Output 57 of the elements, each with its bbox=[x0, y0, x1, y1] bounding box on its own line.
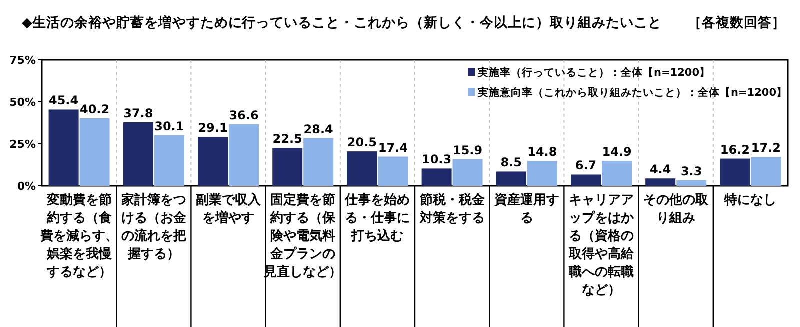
data-label: 40.2 bbox=[80, 102, 110, 116]
y-tick-label: 75% bbox=[10, 54, 36, 67]
bar bbox=[527, 161, 558, 186]
bar bbox=[751, 157, 782, 186]
bar bbox=[347, 152, 378, 186]
data-label: 28.4 bbox=[304, 122, 334, 136]
bar bbox=[422, 168, 452, 186]
data-label: 29.1 bbox=[198, 121, 228, 136]
data-label: 37.8 bbox=[124, 106, 154, 120]
bar bbox=[452, 159, 483, 186]
bar bbox=[154, 135, 184, 186]
bar bbox=[720, 158, 750, 186]
bar bbox=[496, 172, 526, 186]
x-tick-label: 仕事を始める・仕事に打ち込む bbox=[344, 193, 410, 244]
bar bbox=[378, 156, 408, 186]
data-label: 17.2 bbox=[751, 141, 782, 156]
chart-title: ◆生活の余裕や貯蓄を増やすために行っていること・これから（新しく・今以上に）取り組みたいこと bbox=[22, 14, 662, 31]
data-label: 4.4 bbox=[650, 162, 672, 177]
data-label: 14.9 bbox=[602, 144, 632, 159]
bar bbox=[198, 137, 228, 186]
chart-subtitle: ［各複数回答］ bbox=[688, 14, 786, 31]
data-label: 8.5 bbox=[500, 156, 522, 170]
legend-label: 実施率（行っていること）：全体【n=1200】 bbox=[477, 66, 710, 79]
data-label: 16.2 bbox=[720, 142, 750, 157]
x-tick-label: 節税・税金対策をする bbox=[418, 192, 486, 226]
data-label: 3.3 bbox=[680, 164, 702, 178]
data-label: 17.4 bbox=[378, 140, 408, 155]
legend-label: 実施意向率（これから取り組みたいこと）：全体【n=1200】 bbox=[477, 86, 788, 99]
x-tick-label: その他の取り組み bbox=[644, 193, 710, 226]
bar bbox=[571, 174, 601, 186]
bar bbox=[48, 110, 79, 186]
x-tick-label: 家計簿をつける（お金の流れを把握する） bbox=[120, 192, 188, 262]
x-tick-label: 資産運用する bbox=[493, 192, 560, 226]
data-label: 22.5 bbox=[272, 132, 302, 146]
bar bbox=[602, 160, 632, 186]
data-label: 20.5 bbox=[347, 136, 378, 150]
y-tick-label: 0% bbox=[17, 180, 36, 193]
y-tick-label: 50% bbox=[10, 96, 36, 109]
bar bbox=[229, 124, 259, 186]
bar bbox=[80, 118, 110, 186]
x-tick-label: 特になし bbox=[724, 193, 777, 208]
data-label: 6.7 bbox=[575, 158, 597, 173]
bar bbox=[676, 180, 707, 186]
bar bbox=[304, 138, 334, 186]
data-label: 14.8 bbox=[528, 145, 558, 160]
y-tick-label: 25% bbox=[10, 138, 36, 151]
data-label: 36.6 bbox=[229, 108, 259, 123]
data-label: 10.3 bbox=[422, 152, 452, 167]
x-tick-label: キャリアアップをはかる（資格の取得や高給職への転職など） bbox=[568, 193, 635, 298]
data-label: 30.1 bbox=[154, 119, 184, 134]
x-tick-label: 変動費を節約する（食費を減らす、娯楽を我慢するなど） bbox=[39, 192, 118, 280]
data-label: 15.9 bbox=[452, 143, 483, 158]
x-tick-label: 副業で収入を増やす bbox=[196, 192, 262, 226]
data-label: 45.4 bbox=[48, 94, 79, 108]
bar bbox=[272, 148, 303, 186]
bar bbox=[123, 122, 154, 186]
bar bbox=[646, 178, 676, 186]
